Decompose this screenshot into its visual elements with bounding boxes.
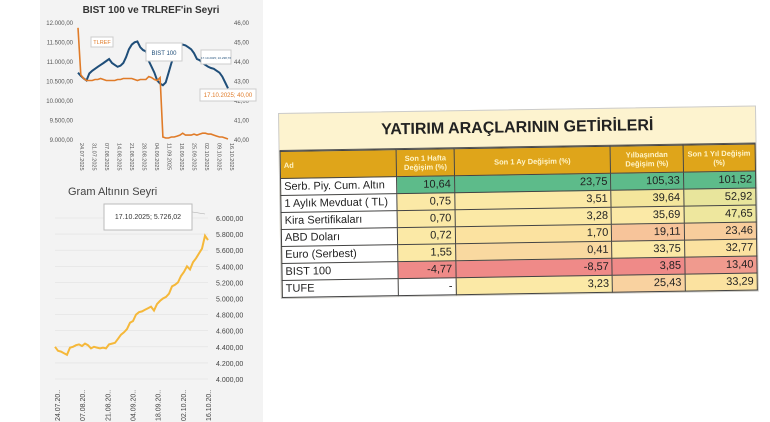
y-right-tick: 45,00 [234,41,250,47]
x-tick: 18.09.2025 [178,143,184,171]
y-left-tick: 11.000,00 [47,60,74,66]
value-cell: 19,11 [611,223,685,242]
series-line-trlref [77,27,229,140]
value-cell: 52,92 [683,188,757,207]
row-name: Kira Sertifikaları [281,210,398,230]
x-tick: 02.10.2025 [203,143,209,171]
chart-title: BIST 100 ve TRLREF'in Seyri [83,5,220,16]
annotation-box [90,36,114,48]
y-left-tick: 12.000,00 [46,21,73,27]
column-header: Son 1 Hafta Değişim (%) [396,148,455,177]
y-left-tick: 9.000,00 [50,138,74,144]
x-tick: 16.10.2025 [228,143,234,171]
x-tick: 21.08.20.. [105,390,112,421]
bist-trlref-chart: BIST 100 ve TRLREF'in Seyri 12.000,00 46,0… [46,5,257,171]
row-name: ABD Doları [281,227,399,247]
chart-title: Gram Altının Seyri [68,186,157,198]
annotation-box [200,49,232,65]
value-cell: - [398,277,457,296]
series-line-gram-altin [54,233,209,357]
y-left-tick: 10.000,00 [46,99,73,105]
x-tick: 16.10.20.. [206,390,213,421]
value-cell: 32,77 [684,238,757,258]
value-cell: 33,29 [684,272,758,292]
y-tick: 5.200,00 [216,280,243,287]
x-tick: 14.08.2025 [116,143,122,171]
y-tick: 6.000,00 [216,216,243,223]
y-tick: 5.800,00 [216,232,243,239]
annotation-box [199,88,257,102]
y-right-tick: 46,00 [234,21,250,27]
annotation-last-value: 17.10.2025; 5.726,02 [115,214,181,221]
value-cell: 3,85 [612,257,685,276]
annotation-trlref: TLREF [93,40,111,46]
column-header: Ad [280,149,397,179]
x-tick: 28.08.2025 [141,143,147,171]
value-cell: 35,69 [611,206,684,225]
value-cell: 13,40 [684,255,758,275]
annotation-box [103,203,193,231]
value-cell: 105,33 [610,172,684,191]
y-tick: 5.000,00 [216,297,243,304]
value-cell: 0,70 [397,209,456,228]
y-tick: 5.600,00 [216,248,243,255]
row-name: BIST 100 [281,261,399,281]
annotation-trlref-last: 17.10.2025; 40,00 [204,93,253,99]
y-left-tick: 9.500,00 [50,119,74,125]
y-left-tick: 10.500,00 [46,80,73,86]
value-cell: 0,75 [397,192,455,211]
value-cell: -4,77 [398,260,456,279]
value-cell: 3,23 [455,275,613,295]
x-tick: 11.09.2025 [166,143,172,170]
y-right-tick: 40,00 [234,138,250,144]
x-tick: 07.08.2025 [103,143,109,171]
value-cell: 25,43 [612,274,686,293]
x-tick: 25.09.2025 [191,143,197,171]
value-cell: 0,72 [397,226,456,245]
column-header: Son 1 Yıl Değişim (%) [682,144,756,173]
x-tick: 02.10.20.. [181,390,188,421]
y-tick: 4.400,00 [216,345,243,352]
x-tick: 04.09.20.. [131,390,138,421]
value-cell: 23,46 [683,222,757,241]
x-tick: 07.08.20.. [80,390,87,421]
value-cell: 101,52 [683,171,756,190]
x-tick: 09.10.2025 [216,143,222,171]
annotation-bist-last: 17.10.2025; 10.238,76 [201,56,231,60]
value-cell: 10,64 [396,175,455,194]
y-right-tick: 41,00 [234,119,250,125]
annotation-box [145,42,183,62]
value-cell: 1,55 [398,243,456,262]
x-tick: 31.07.2025 [91,143,97,171]
column-header: Yılbaşından Değişim (%) [610,145,684,174]
row-name: Serb. Piy. Cum. Altın [280,176,398,196]
y-tick: 4.600,00 [216,329,243,336]
row-name: TUFE [282,278,399,298]
y-right-tick: 43,00 [234,80,250,86]
returns-table: YATIRIM ARAÇLARININ GETİRİLERİ Ad Son 1 H… [278,105,759,299]
y-tick: 4.000,00 [216,377,243,384]
x-tick: 21.08.2025 [128,143,134,171]
x-tick: 24.07.2025 [78,143,84,171]
y-tick: 4.800,00 [216,313,243,320]
gold-chart: Gram Altının Seyri 6.000,00 5.800,00 5.600,… [54,186,243,421]
column-header: Son 1 Ay Değişim (%) [453,146,611,176]
y-tick: 4.200,00 [216,361,243,368]
value-cell: 33,75 [611,240,685,259]
x-tick: 04.09.2025 [153,143,159,171]
charts-panel: BIST 100 ve TRLREF'in Seyri 12.000,00 46,0… [40,0,263,422]
x-tick: 24.07.20.. [55,390,62,421]
y-right-tick: 44,00 [234,60,250,66]
row-name: Euro (Serbest) [281,244,399,264]
annotation-bist: BIST 100 [152,51,178,57]
value-cell: 39,64 [611,189,684,208]
y-right-tick: 42,00 [234,99,250,105]
y-left-tick: 11.500,00 [47,41,74,47]
y-tick: 5.400,00 [216,264,243,271]
x-tick: 18.09.20.. [156,390,163,421]
value-cell: 47,65 [683,205,757,224]
row-name: 1 Aylık Mevduat ( TL) [280,193,398,213]
